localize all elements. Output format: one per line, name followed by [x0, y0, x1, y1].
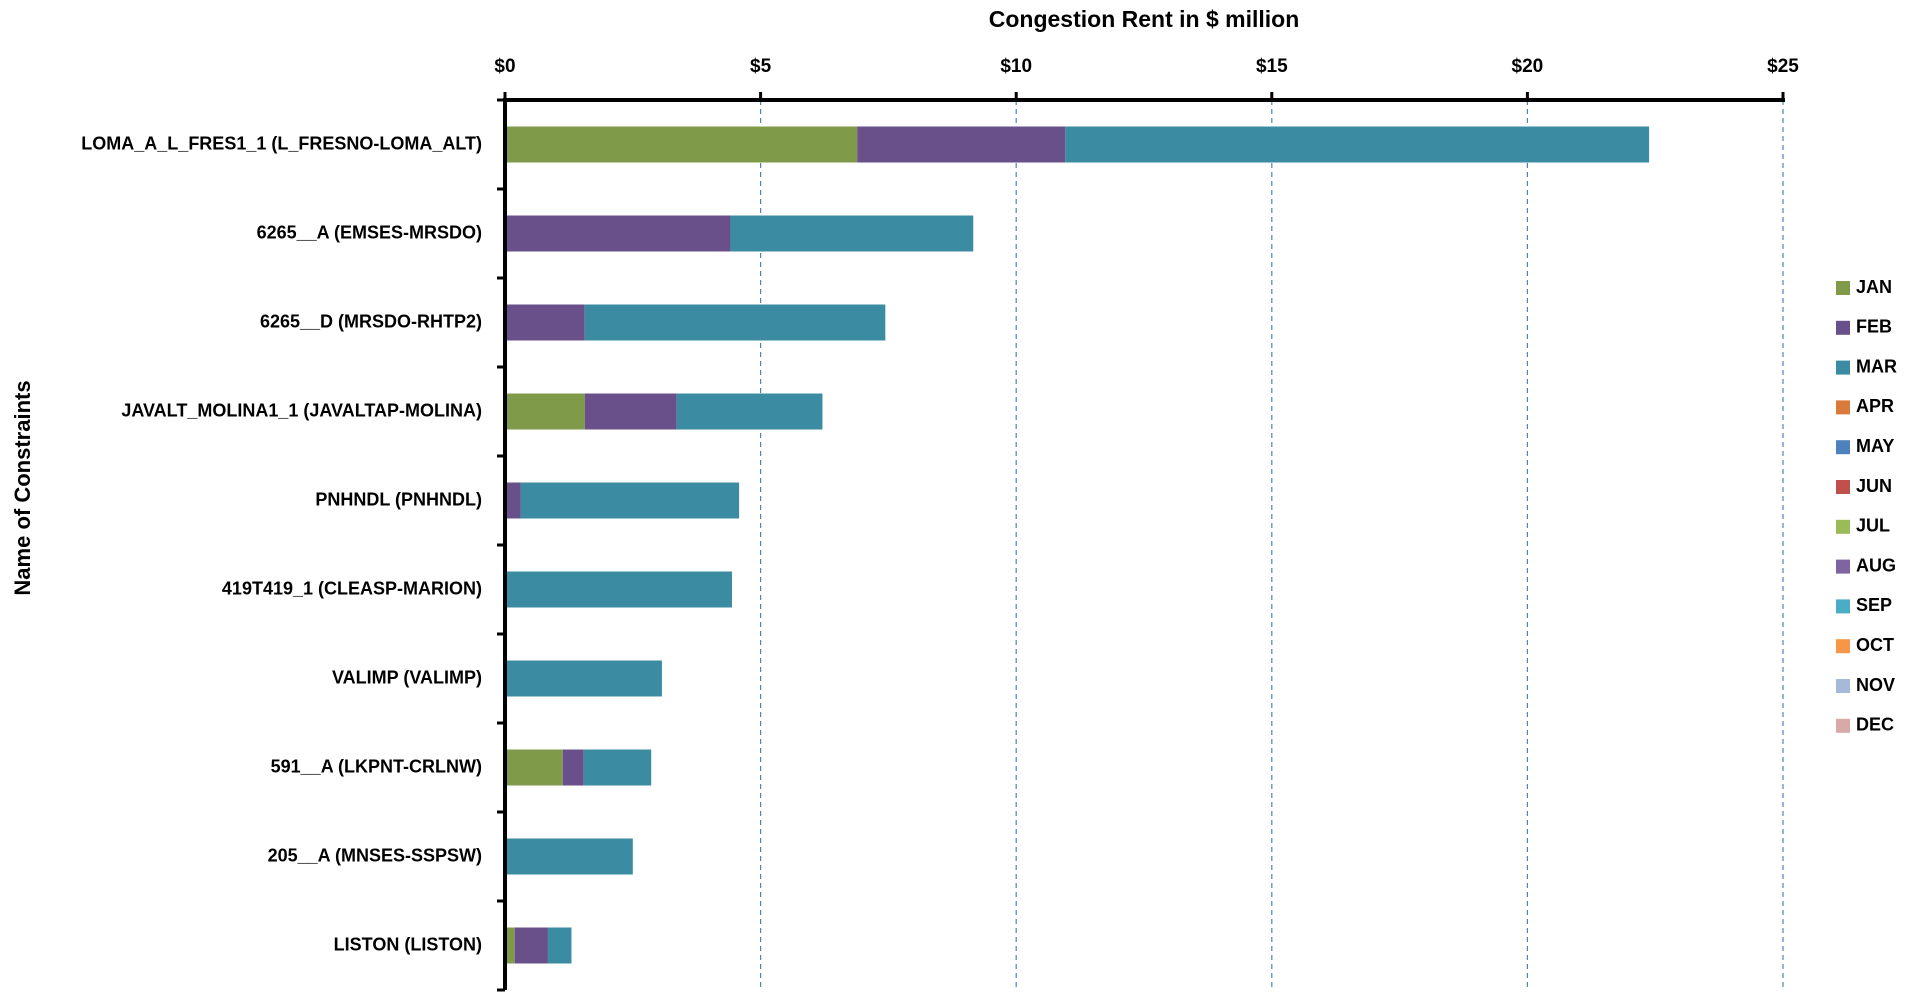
- bar-segment: [505, 838, 633, 875]
- x-tick-label: $5: [750, 56, 772, 77]
- x-tick-label: $0: [494, 56, 515, 77]
- bar-segment: [505, 482, 521, 519]
- y-tick-label: JAVALT_MOLINA1_1 (JAVALTAP-MOLINA): [121, 400, 482, 420]
- legend-label: APR: [1856, 396, 1894, 416]
- bar-segment: [505, 927, 515, 964]
- legend-swatch: [1836, 440, 1850, 455]
- legend-label: MAR: [1856, 356, 1897, 376]
- legend-swatch: [1836, 400, 1850, 415]
- x-tick-label: $25: [1767, 56, 1799, 77]
- legend-swatch: [1836, 599, 1850, 614]
- y-tick-label: 419T419_1 (CLEASP-MARION): [222, 578, 482, 598]
- legend-swatch: [1836, 360, 1850, 375]
- bar-segment: [857, 126, 1066, 163]
- legend-swatch: [1836, 679, 1850, 693]
- bar-segment: [583, 749, 652, 786]
- legend-swatch: [1836, 480, 1850, 494]
- x-tick-label: $10: [1000, 56, 1032, 77]
- bar-segment: [547, 927, 572, 964]
- legend-label: DEC: [1856, 715, 1894, 735]
- legend-label: NOV: [1856, 675, 1895, 695]
- y-tick-label: 6265__D (MRSDO-RHTP2): [260, 311, 482, 331]
- y-tick-label: 205__A (MNSES-SSPSW): [268, 845, 482, 865]
- bar-segment: [505, 571, 732, 608]
- y-tick-label: VALIMP (VALIMP): [332, 667, 482, 687]
- legend-label: OCT: [1856, 635, 1894, 655]
- chart-title: Congestion Rent in $ million: [989, 6, 1300, 32]
- x-tick-label: $15: [1256, 56, 1288, 77]
- legend-swatch: [1836, 519, 1850, 534]
- y-tick-label: LOMA_A_L_FRES1_1 (L_FRESNO-LOMA_ALT): [81, 133, 482, 153]
- legend-label: JUN: [1856, 476, 1892, 496]
- bar-segment: [505, 749, 563, 786]
- bar-segment: [562, 749, 584, 786]
- bar-segment: [514, 927, 548, 964]
- bar-segment: [730, 215, 974, 252]
- bar-segment: [505, 215, 731, 252]
- y-tick-label: 6265__A (EMSES-MRSDO): [257, 222, 482, 242]
- legend-swatch: [1836, 718, 1850, 733]
- legend-label: SEP: [1856, 595, 1892, 615]
- legend-label: FEB: [1856, 317, 1892, 337]
- legend-swatch: [1836, 559, 1850, 574]
- bar-segment: [505, 660, 662, 697]
- y-tick-label: LISTON (LISTON): [334, 934, 482, 954]
- bar-segment: [1065, 126, 1650, 163]
- bar-segment: [676, 393, 823, 430]
- y-axis-title: Name of Constraints: [10, 380, 35, 595]
- legend-swatch: [1836, 320, 1850, 335]
- bar-segment: [505, 126, 858, 163]
- bar-segment: [584, 304, 886, 341]
- legend-label: MAY: [1856, 436, 1894, 456]
- y-tick-label: PNHNDL (PNHNDL): [315, 489, 482, 509]
- legend-swatch: [1836, 281, 1850, 295]
- legend-swatch: [1836, 639, 1850, 654]
- x-tick-label: $20: [1512, 56, 1544, 77]
- legend-label: JAN: [1856, 277, 1892, 297]
- legend-label: AUG: [1856, 555, 1896, 575]
- legend-label: JUL: [1856, 516, 1890, 536]
- bar-segment: [584, 393, 677, 430]
- bar-segment: [520, 482, 740, 519]
- y-tick-label: 591__A (LKPNT-CRLNW): [271, 756, 482, 776]
- bar-segment: [505, 393, 585, 430]
- bar-segment: [505, 304, 585, 341]
